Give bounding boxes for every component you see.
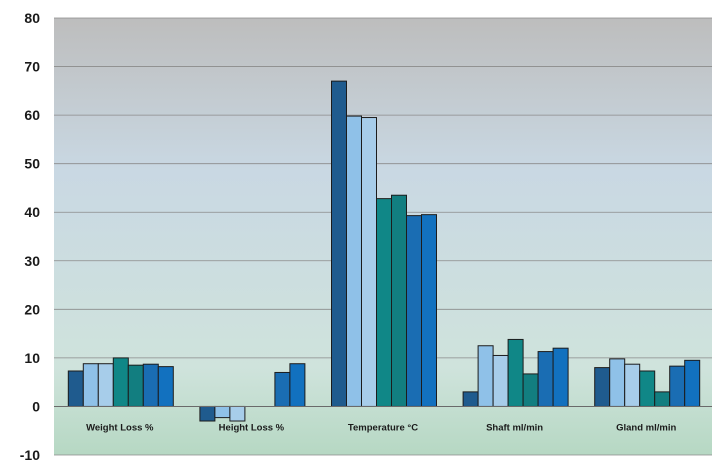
y-axis-ticks: -10 0 10 20 30 40 50 60 70 80 bbox=[20, 10, 40, 463]
bar bbox=[477, 345, 494, 407]
bar bbox=[361, 117, 377, 407]
bar bbox=[669, 365, 686, 407]
category-labels: Weight Loss % Height Loss % Temperature °C… bbox=[86, 422, 676, 433]
bar bbox=[462, 391, 479, 407]
bar bbox=[346, 115, 362, 407]
y-tick-label: 70 bbox=[24, 59, 40, 75]
bar bbox=[289, 363, 306, 407]
bar bbox=[537, 351, 554, 407]
bar bbox=[127, 364, 144, 407]
y-tick-label: 80 bbox=[24, 10, 40, 26]
bar bbox=[684, 359, 701, 407]
y-tick-label: -10 bbox=[20, 447, 40, 463]
y-tick-label: 10 bbox=[24, 350, 40, 366]
bar bbox=[624, 363, 641, 407]
bar bbox=[82, 363, 99, 407]
y-tick-label: 50 bbox=[24, 156, 40, 172]
bars bbox=[54, 80, 712, 422]
bar bbox=[376, 198, 392, 407]
y-tick-label: 30 bbox=[24, 253, 40, 269]
bar bbox=[639, 370, 656, 407]
bar bbox=[406, 215, 422, 407]
category-label: Gland ml/min bbox=[616, 422, 676, 433]
bar bbox=[274, 371, 291, 407]
bar bbox=[594, 367, 611, 407]
bar bbox=[67, 370, 84, 407]
bar bbox=[112, 357, 129, 407]
bar bbox=[609, 358, 626, 407]
bar bbox=[391, 194, 407, 407]
y-tick-label: 0 bbox=[32, 398, 40, 414]
category-label: Height Loss % bbox=[219, 422, 285, 433]
bar bbox=[331, 80, 347, 407]
bar bbox=[654, 391, 671, 407]
bar bbox=[97, 363, 114, 407]
bar bbox=[552, 347, 569, 407]
bar bbox=[492, 354, 509, 407]
y-tick-label: 60 bbox=[24, 107, 40, 123]
y-tick-label: 20 bbox=[24, 301, 40, 317]
category-label: Shaft ml/min bbox=[486, 422, 543, 433]
bar bbox=[199, 405, 216, 422]
bar bbox=[522, 373, 539, 407]
y-tick-label: 40 bbox=[24, 204, 40, 220]
bar bbox=[229, 405, 246, 422]
category-label: Temperature °C bbox=[348, 422, 418, 433]
bar bbox=[214, 405, 231, 419]
bar bbox=[421, 214, 437, 407]
bar bbox=[507, 338, 524, 407]
bar bbox=[142, 363, 159, 407]
category-label: Weight Loss % bbox=[86, 422, 154, 433]
bar bbox=[157, 366, 174, 407]
